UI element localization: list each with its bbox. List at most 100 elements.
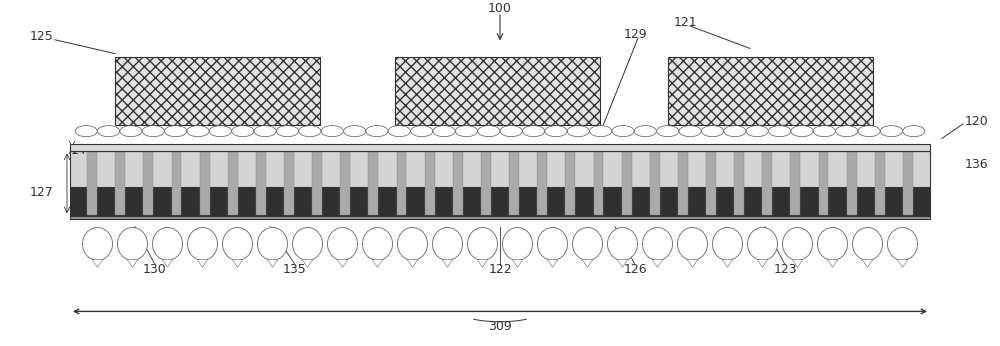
Ellipse shape [327,228,357,261]
Polygon shape [372,260,383,267]
Bar [847,152,857,215]
Ellipse shape [567,126,589,137]
Text: 120: 120 [965,115,989,128]
Polygon shape [862,260,873,267]
Ellipse shape [724,126,746,137]
Polygon shape [92,260,103,267]
Bar [594,152,603,215]
Ellipse shape [292,228,322,261]
Bar [172,152,181,215]
Text: 127: 127 [30,185,54,199]
Ellipse shape [817,228,847,261]
Ellipse shape [657,126,679,137]
Text: 102: 102 [486,84,509,97]
Bar [70,216,930,219]
Ellipse shape [858,126,880,137]
Ellipse shape [679,126,701,137]
Bar [284,152,294,215]
Ellipse shape [836,126,858,137]
Bar [875,152,885,215]
Polygon shape [582,260,593,267]
Bar [565,152,575,215]
Ellipse shape [572,228,602,261]
Text: 125: 125 [30,30,54,43]
Ellipse shape [888,228,917,261]
Text: 103: 103 [759,84,782,97]
Ellipse shape [187,228,217,261]
Ellipse shape [222,228,252,261]
Polygon shape [407,260,418,267]
Polygon shape [512,260,523,267]
Ellipse shape [538,228,568,261]
Bar [115,152,125,215]
Bar [70,151,930,187]
Polygon shape [897,260,908,267]
Ellipse shape [747,228,777,261]
Ellipse shape [366,126,388,137]
Bar [903,152,913,215]
Bar [228,152,238,215]
Ellipse shape [782,228,812,261]
Bar [425,152,435,215]
Text: 129: 129 [623,28,647,41]
Bar [762,152,772,215]
Ellipse shape [232,126,254,137]
Ellipse shape [903,126,925,137]
Bar [115,57,320,125]
Text: 101: 101 [206,84,229,97]
Ellipse shape [478,126,500,137]
Polygon shape [687,260,698,267]
Ellipse shape [523,126,545,137]
Polygon shape [127,260,138,267]
Bar [453,152,463,215]
Text: 130: 130 [143,263,167,276]
Ellipse shape [411,126,433,137]
Ellipse shape [254,126,276,137]
Bar [143,152,153,215]
Polygon shape [792,260,803,267]
Bar [256,152,266,215]
Bar [537,152,547,215]
Bar [312,152,322,215]
Ellipse shape [433,126,455,137]
Ellipse shape [712,228,742,261]
Ellipse shape [187,126,209,137]
Polygon shape [337,260,348,267]
Ellipse shape [746,126,768,137]
Polygon shape [162,260,173,267]
Ellipse shape [165,126,187,137]
Ellipse shape [209,126,231,137]
Ellipse shape [634,126,656,137]
Ellipse shape [677,228,707,261]
Text: 123: 123 [773,263,797,276]
Ellipse shape [880,126,902,137]
Ellipse shape [642,228,672,261]
Ellipse shape [276,126,299,137]
Bar [368,152,378,215]
Ellipse shape [852,228,882,261]
Ellipse shape [432,228,462,261]
Ellipse shape [388,126,410,137]
Text: 140: 140 [71,144,95,157]
Bar [340,152,350,215]
Ellipse shape [321,126,343,137]
Bar [819,152,828,215]
Ellipse shape [769,126,791,137]
Ellipse shape [299,126,321,137]
Ellipse shape [500,126,522,137]
Ellipse shape [590,126,612,137]
Ellipse shape [257,228,287,261]
Text: 309: 309 [488,320,512,334]
Bar [70,187,930,216]
Polygon shape [827,260,838,267]
Polygon shape [232,260,243,267]
Ellipse shape [612,126,634,137]
Bar [509,152,519,215]
Text: 122: 122 [488,263,512,276]
Ellipse shape [98,126,120,137]
Polygon shape [197,260,208,267]
Text: 136: 136 [965,158,989,171]
Ellipse shape [503,228,532,261]
Bar [668,57,873,125]
Bar [87,152,97,215]
